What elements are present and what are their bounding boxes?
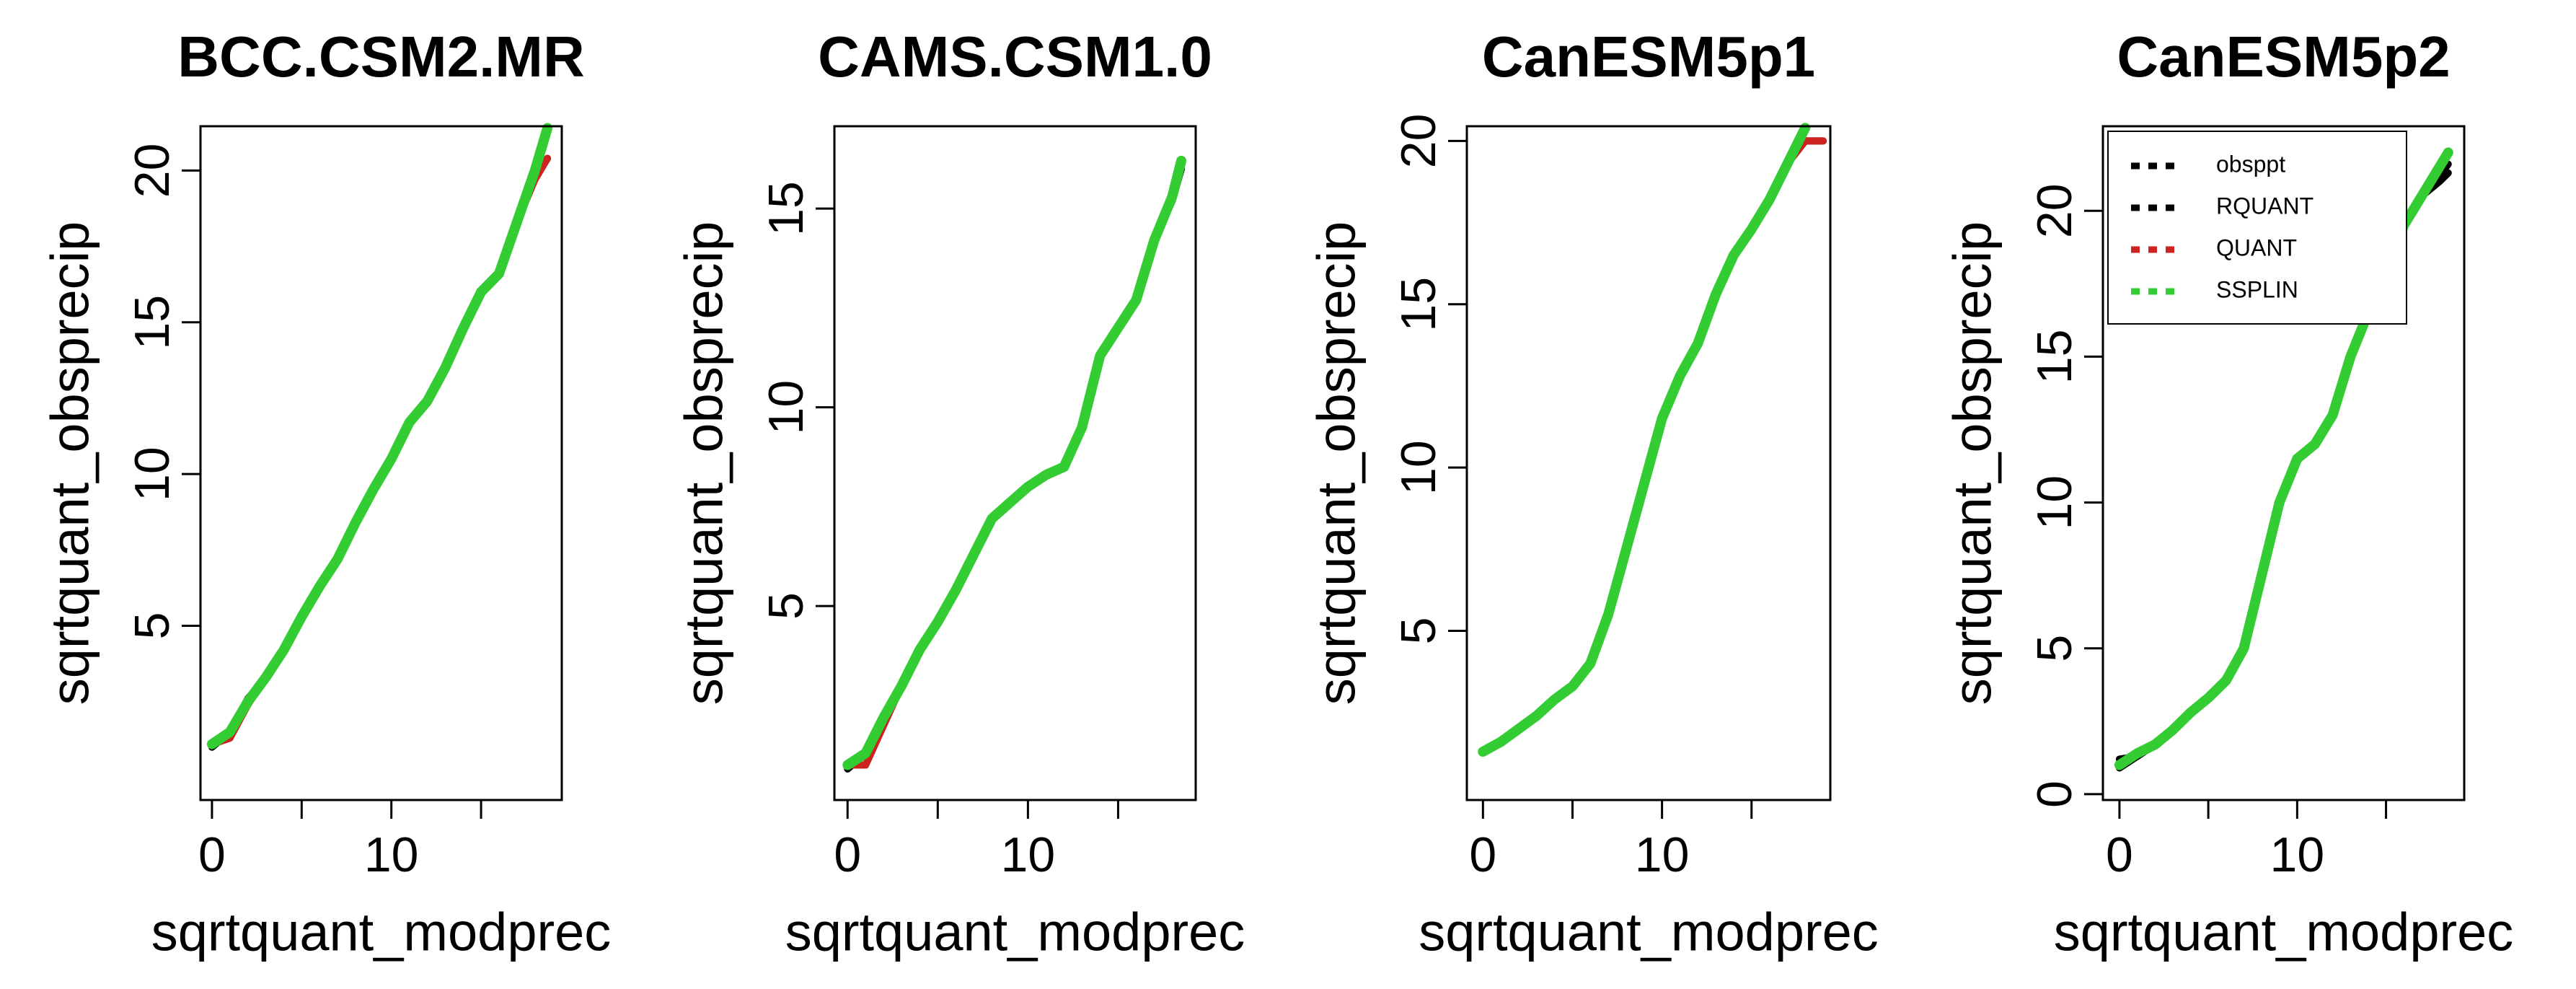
legend-label: SSPLIN [2216, 276, 2298, 302]
y-axis-label: sqrtquant_obsprecip [40, 221, 100, 706]
data-line [842, 155, 1186, 770]
panel-title: CanESM5p2 [2117, 25, 2450, 89]
y-tick-label: 5 [2027, 635, 2082, 662]
legend-label: RQUANT [2216, 193, 2313, 219]
x-tick-label: 10 [1001, 827, 1056, 882]
data-line [844, 157, 1185, 769]
x-tick-label: 10 [2270, 827, 2325, 882]
y-tick-label: 15 [759, 181, 813, 236]
y-tick-label: 15 [1391, 277, 1446, 332]
y-tick-label: 15 [2027, 330, 2082, 384]
legend-label: QUANT [2216, 234, 2297, 260]
y-tick-label: 20 [125, 144, 180, 198]
y-tick-label: 0 [2027, 781, 2082, 808]
x-axis-label: sqrtquant_modprec [785, 902, 1245, 962]
data-line [206, 123, 553, 750]
y-tick-label: 5 [125, 612, 180, 640]
panel-title: CanESM5p1 [1482, 25, 1815, 89]
legend-label: obsppt [2216, 151, 2285, 177]
y-tick-label: 5 [1391, 617, 1446, 645]
x-tick-label: 0 [1469, 827, 1496, 882]
x-axis-label: sqrtquant_modprec [2054, 902, 2514, 962]
y-tick-label: 10 [1391, 440, 1446, 495]
data-line [1478, 123, 1811, 757]
x-tick-label: 0 [198, 827, 226, 882]
data-line [844, 165, 1185, 773]
y-tick-label: 15 [125, 295, 180, 350]
x-tick-label: 0 [834, 827, 861, 882]
x-tick-label: 0 [2106, 827, 2133, 882]
plot-frame [1465, 125, 1832, 801]
y-tick-label: 10 [125, 447, 180, 501]
x-tick-label: 10 [1635, 827, 1690, 882]
x-axis-label: sqrtquant_modprec [1419, 902, 1879, 962]
plot-frame [199, 125, 563, 801]
data-line [208, 154, 552, 748]
y-axis-label: sqrtquant_obsprecip [1307, 221, 1367, 706]
x-axis-label: sqrtquant_modprec [151, 902, 612, 962]
y-axis-label: sqrtquant_obsprecip [1943, 221, 2003, 706]
y-axis-label: sqrtquant_obsprecip [674, 221, 734, 706]
legend-box [2107, 131, 2407, 325]
panel-title: BCC.CSM2.MR [177, 25, 584, 89]
y-tick-label: 20 [2027, 183, 2082, 238]
data-line [208, 154, 552, 751]
y-tick-label: 20 [1391, 114, 1446, 169]
plot-frame [2101, 125, 2466, 801]
plot-frame [833, 125, 1197, 801]
y-tick-label: 5 [759, 592, 813, 620]
panel-title: CAMS.CSM1.0 [818, 25, 1212, 89]
y-tick-label: 10 [759, 380, 813, 435]
x-tick-label: 10 [364, 827, 419, 882]
y-tick-label: 10 [2027, 475, 2082, 530]
